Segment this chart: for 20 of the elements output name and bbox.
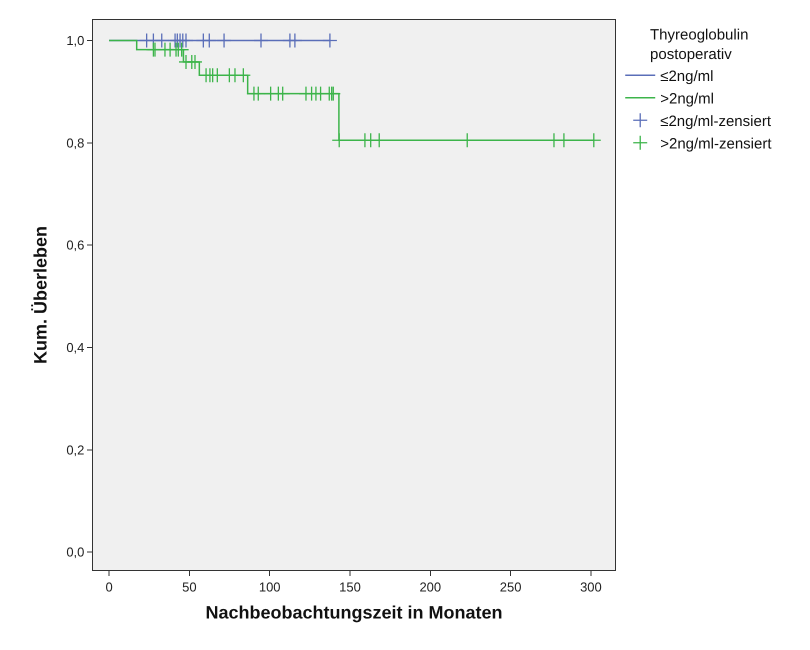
x-tick-label: 200: [419, 580, 442, 595]
x-tick-label: 250: [500, 580, 522, 595]
y-tick-label: 0,6: [66, 238, 84, 253]
x-axis-title: Nachbeobachtungszeit in Monaten: [205, 602, 503, 623]
y-tick-label: 0,8: [66, 135, 84, 150]
y-tick-label: 1,0: [66, 33, 84, 48]
legend-title: Thyreoglobulin postoperativ: [650, 26, 748, 63]
x-tick-label: 100: [258, 580, 281, 595]
y-axis-title: Kum. Überleben: [30, 226, 51, 364]
x-tick-label: 0: [105, 580, 113, 595]
legend-label: ≤2ng/ml-zensiert: [660, 113, 772, 130]
x-tick-label: 50: [182, 580, 197, 595]
y-tick-label: 0,2: [66, 442, 84, 458]
y-tick-label: 0,0: [66, 544, 84, 560]
x-tick-label: 300: [580, 580, 602, 595]
y-tick-label: 0,4: [66, 340, 84, 355]
legend-label: >2ng/ml: [660, 90, 714, 108]
legend-label: ≤2ng/ml: [660, 68, 714, 86]
x-tick-label: 150: [339, 580, 361, 595]
legend-label: >2ng/ml-zensiert: [660, 136, 772, 153]
